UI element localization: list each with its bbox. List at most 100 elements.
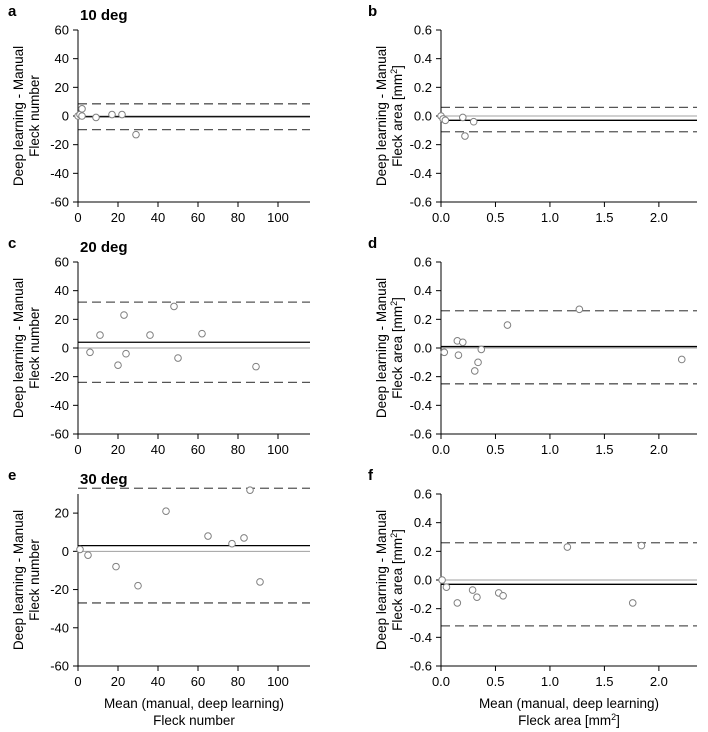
- panel-f: f -0.6 -0.4 -0.2 0.0 0.2 0.4 0.6 0.0 0.5 1.0 1.5 2.0…: [368, 467, 697, 728]
- x-tick-label: 20: [111, 210, 125, 225]
- x-tick-label: 20: [111, 674, 125, 689]
- data-point: [499, 591, 507, 600]
- x-tick-label: 1.0: [541, 674, 559, 689]
- data-point: [122, 349, 130, 358]
- panel-letter: e: [8, 467, 16, 484]
- y-tick-label: 0.2: [414, 312, 432, 327]
- data-point: [474, 358, 482, 367]
- y-tick-label: 0.4: [414, 515, 432, 530]
- x-axis-label: Mean (manual, deep learning): [479, 696, 659, 711]
- data-point: [162, 507, 170, 516]
- reference-lines: [441, 542, 697, 627]
- data-point: [134, 581, 142, 590]
- data-point: [440, 348, 449, 357]
- panel-letter: d: [368, 235, 377, 252]
- x-tick-label: 0.5: [486, 442, 504, 457]
- y-tick-label: 0.4: [414, 283, 432, 298]
- y-axis-label-unit: Fleck number: [27, 539, 42, 621]
- y-tick-label: -20: [50, 369, 69, 384]
- x-tick-label: 80: [231, 210, 245, 225]
- data-point: [246, 486, 254, 494]
- y-tick-label: 0: [62, 544, 69, 559]
- panel-letter: f: [368, 467, 374, 484]
- y-tick-label: 0.2: [414, 80, 432, 95]
- y-tick-label: 0: [62, 109, 69, 124]
- x-unit-text: Fleck area [mm: [518, 713, 611, 728]
- x-tick-label: 2.0: [650, 210, 668, 225]
- data-point: [92, 113, 100, 122]
- x-tick-label: 40: [151, 442, 165, 457]
- data-point: [470, 367, 479, 375]
- y-tick-label: -40: [50, 166, 69, 181]
- data-point: [438, 576, 446, 584]
- data-point: [112, 562, 120, 571]
- y-unit-superscript: 2: [389, 533, 399, 538]
- x-tick-label: 100: [267, 210, 289, 225]
- data-point: [118, 110, 126, 119]
- data-point: [468, 586, 477, 594]
- data-point: [76, 545, 84, 554]
- panel-b: b -0.6 -0.4 -0.2 0.0 0.2 0.4 0.6 0.0 0.5 1.0 1.5 2.0…: [368, 3, 697, 225]
- y-axis-label: Deep learning - Manual: [11, 278, 26, 418]
- x-tick-label: 0.5: [486, 674, 504, 689]
- data-point: [575, 305, 584, 314]
- y-tick-label: 0.0: [414, 341, 432, 356]
- panel-d: d -0.6 -0.4 -0.2 0.0 0.2 0.4 0.6 0.0 0.5 1.0 1.5 2.0…: [368, 235, 697, 457]
- data-points: [86, 302, 260, 371]
- y-tick-label: 0.0: [414, 109, 432, 124]
- data-point: [637, 541, 646, 550]
- y-tick-label: -0.6: [410, 659, 432, 674]
- x-tick-label: 0: [74, 674, 81, 689]
- data-point: [256, 578, 264, 586]
- y-tick-label: 0.6: [414, 23, 432, 38]
- x-tick-label: 80: [231, 674, 245, 689]
- y-unit-close: ]: [390, 65, 405, 69]
- y-axis-label: Deep learning - Manual: [11, 510, 26, 650]
- data-point: [78, 112, 86, 120]
- data-point: [461, 132, 469, 140]
- panel-a: a 10 deg -60 -40 -20 0 20 40 60 0 20 40 60 80 100 Deep …: [8, 3, 310, 225]
- y-tick-label: 40: [55, 51, 69, 66]
- y-axis-label: Deep learning - Manual: [374, 510, 389, 650]
- y-unit-text: Fleck area [mm: [390, 74, 405, 167]
- panel-c: c 20 deg -60 -40 -20 0 20 40 60 0 20 40 60 80 100 Deep …: [8, 235, 310, 457]
- y-axis-label-unit: Fleck number: [27, 75, 42, 157]
- y-tick-label: -0.4: [410, 166, 432, 181]
- data-point: [78, 105, 86, 113]
- y-tick-label: 20: [55, 506, 69, 521]
- y-tick-label: -40: [50, 620, 69, 635]
- x-tick-label: 60: [191, 442, 205, 457]
- data-point: [108, 110, 116, 119]
- data-point: [677, 355, 686, 364]
- y-unit-text: Fleck area [mm: [390, 306, 405, 399]
- data-point: [228, 539, 236, 548]
- x-unit-text: Fleck number: [153, 713, 235, 728]
- x-unit-superscript: 2: [611, 712, 616, 722]
- data-point: [114, 361, 122, 370]
- data-point: [252, 362, 260, 371]
- data-point: [563, 543, 572, 551]
- y-unit-text: Fleck number: [27, 307, 42, 389]
- y-axis-label-unit: Fleck number: [27, 307, 42, 389]
- panel-letter: c: [8, 235, 16, 252]
- x-unit-close: ]: [616, 713, 620, 728]
- y-axis-label-unit: Fleck area [mm2]: [389, 297, 405, 399]
- y-tick-label: 0: [62, 341, 69, 356]
- y-unit-superscript: 2: [389, 69, 399, 74]
- data-point: [458, 338, 467, 347]
- x-axis-label: Mean (manual, deep learning): [104, 696, 284, 711]
- y-axis-label-unit: Fleck area [mm2]: [389, 529, 405, 631]
- x-tick-label: 1.5: [595, 674, 613, 689]
- y-axis-label: Deep learning - Manual: [11, 46, 26, 186]
- y-tick-label: -20: [50, 582, 69, 597]
- panel-letter: b: [368, 3, 377, 20]
- y-unit-superscript: 2: [389, 301, 399, 306]
- reference-lines: [78, 301, 310, 384]
- data-point: [170, 302, 178, 311]
- y-tick-label: -0.2: [410, 137, 432, 152]
- y-unit-close: ]: [390, 297, 405, 301]
- x-tick-label: 0.0: [432, 674, 450, 689]
- x-tick-label: 60: [191, 674, 205, 689]
- data-point: [503, 321, 512, 329]
- y-tick-label: 60: [55, 23, 69, 38]
